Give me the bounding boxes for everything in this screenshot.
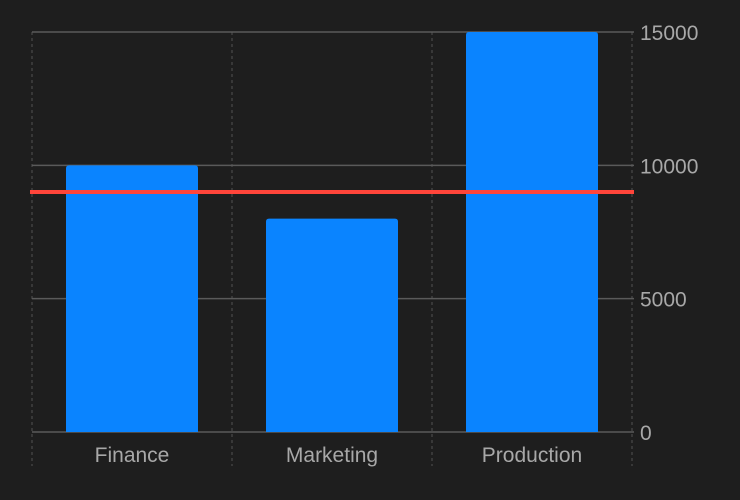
y-tick-label: 15000 — [640, 22, 698, 45]
y-tick-label: 10000 — [640, 155, 698, 178]
y-tick-label: 5000 — [640, 289, 687, 312]
x-tick-label: Marketing — [286, 444, 378, 467]
bar-marketing — [266, 218, 398, 432]
y-tick-labels: 0 5000 10000 15000 — [640, 22, 698, 445]
bars — [66, 32, 598, 433]
x-tick-label: Production — [482, 444, 582, 467]
bar-production — [466, 32, 598, 432]
y-tick-label: 0 — [640, 422, 652, 445]
bar-finance — [66, 165, 198, 433]
x-tick-labels: Finance Marketing Production — [95, 444, 583, 467]
x-tick-label: Finance — [95, 444, 170, 467]
